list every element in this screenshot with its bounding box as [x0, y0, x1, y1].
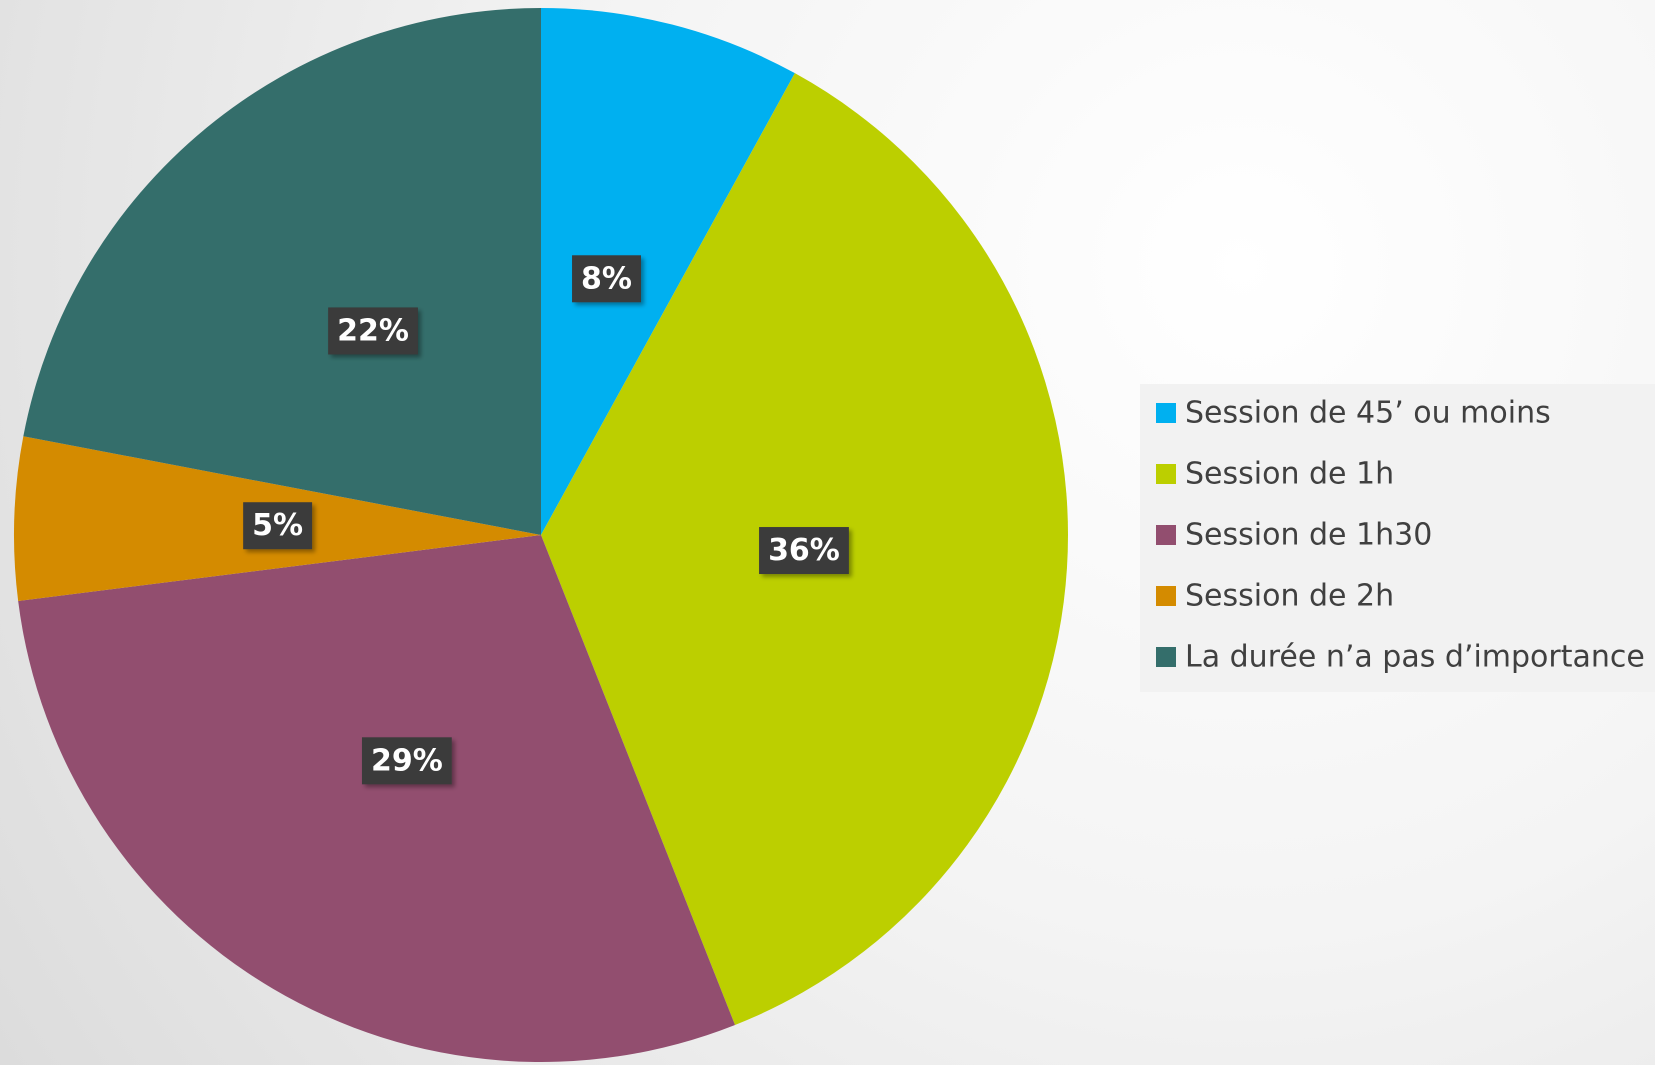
legend-swatch	[1156, 403, 1176, 423]
legend-swatch	[1156, 647, 1176, 667]
pie-slice	[541, 8, 795, 535]
legend-swatch	[1156, 525, 1176, 545]
data-label-box	[361, 737, 452, 785]
data-label: 36%	[768, 533, 840, 568]
data-label: 29%	[371, 743, 443, 778]
legend-box	[1140, 384, 1655, 692]
data-label-box	[243, 502, 313, 550]
data-label: 8%	[581, 261, 632, 296]
legend-label: Session de 1h	[1185, 457, 1394, 492]
data-label: 22%	[337, 313, 409, 348]
pie-slice	[18, 535, 736, 1062]
data-label-box	[572, 255, 641, 303]
data-label-box	[759, 527, 849, 575]
legend-label: Session de 2h	[1185, 579, 1394, 614]
data-label: 5%	[252, 508, 303, 543]
legend-label: La durée n’a pas d’importance	[1185, 640, 1645, 675]
legend-label: Session de 45’ ou moins	[1185, 396, 1551, 431]
legend-label: Session de 1h30	[1185, 518, 1432, 553]
pie-slice	[23, 8, 542, 535]
legend-swatch	[1156, 464, 1176, 484]
data-label-box	[328, 307, 418, 355]
legend-swatch	[1156, 586, 1176, 606]
